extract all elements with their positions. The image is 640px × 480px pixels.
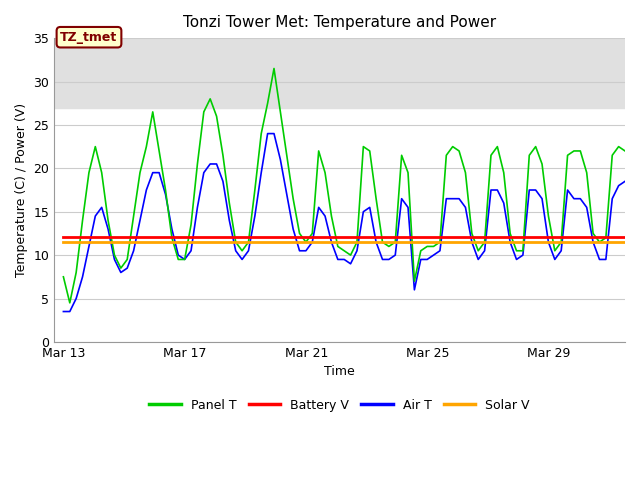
Solar V xyxy=(276,239,284,245)
Air T xyxy=(117,270,125,276)
Solar V xyxy=(621,239,629,245)
Panel T xyxy=(289,196,297,202)
Y-axis label: Temperature (C) / Power (V): Temperature (C) / Power (V) xyxy=(15,103,28,277)
Panel T xyxy=(136,170,144,176)
Solar V xyxy=(347,239,355,245)
Air T xyxy=(264,131,271,136)
Solar V xyxy=(557,239,565,245)
Panel T xyxy=(181,257,189,263)
Panel T xyxy=(60,274,67,280)
Bar xyxy=(54,38,625,108)
Text: TZ_tmet: TZ_tmet xyxy=(60,31,118,44)
Air T xyxy=(621,179,629,184)
Air T xyxy=(175,252,182,258)
Battery V xyxy=(60,234,67,240)
Line: Panel T: Panel T xyxy=(63,69,625,303)
Legend: Panel T, Battery V, Air T, Solar V: Panel T, Battery V, Air T, Solar V xyxy=(145,394,535,417)
X-axis label: Time: Time xyxy=(324,365,355,378)
Panel T xyxy=(360,144,367,149)
Panel T xyxy=(66,300,74,306)
Panel T xyxy=(570,148,578,154)
Solar V xyxy=(130,239,138,245)
Panel T xyxy=(621,148,629,154)
Air T xyxy=(353,248,361,253)
Battery V xyxy=(557,234,565,240)
Air T xyxy=(564,187,572,193)
Battery V xyxy=(621,234,629,240)
Battery V xyxy=(117,234,125,240)
Solar V xyxy=(117,239,125,245)
Air T xyxy=(60,309,67,314)
Battery V xyxy=(130,234,138,240)
Air T xyxy=(130,248,138,253)
Battery V xyxy=(175,234,182,240)
Title: Tonzi Tower Met: Temperature and Power: Tonzi Tower Met: Temperature and Power xyxy=(183,15,496,30)
Solar V xyxy=(60,239,67,245)
Solar V xyxy=(175,239,182,245)
Battery V xyxy=(276,234,284,240)
Air T xyxy=(283,192,291,197)
Panel T xyxy=(124,257,131,263)
Panel T xyxy=(270,66,278,72)
Line: Air T: Air T xyxy=(63,133,625,312)
Battery V xyxy=(347,234,355,240)
